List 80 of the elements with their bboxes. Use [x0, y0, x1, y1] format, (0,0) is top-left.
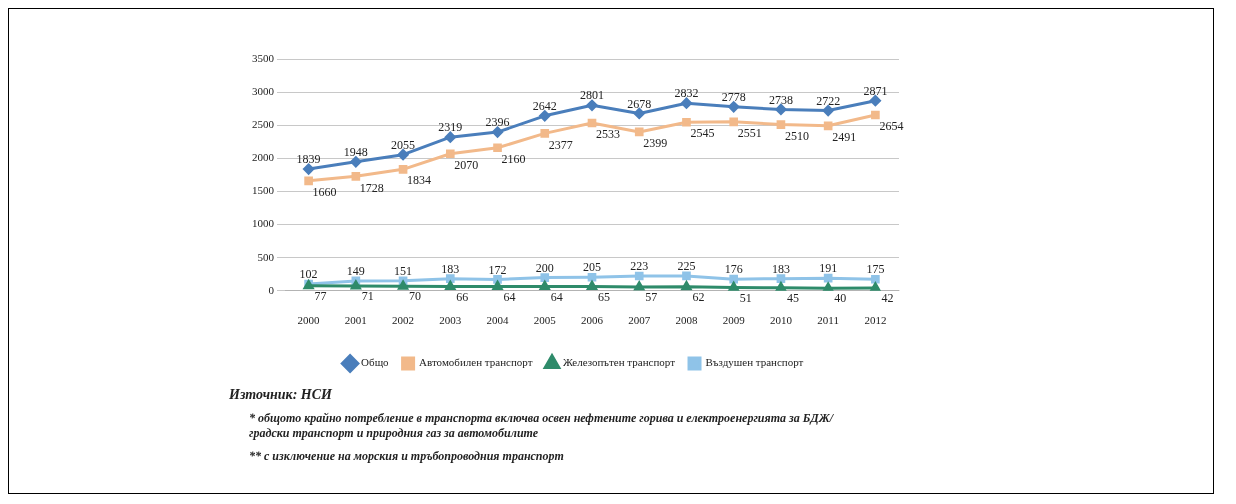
x-tick-label: 2004: [486, 314, 510, 327]
text: * общото крайно потребление в транспорта включва освен нефтените горива и електроенергията за БДЖ/градски транспорт и природния газ за автомобилите: [249, 411, 835, 441]
y-tick-label: 3000: [252, 85, 275, 97]
data-label: 2545: [690, 126, 715, 141]
data-label: 65: [598, 289, 610, 304]
data-label: 1948: [343, 144, 368, 159]
data-label: 2654: [879, 119, 904, 134]
data-label: 2642: [532, 98, 557, 113]
data-label: 2722: [816, 93, 841, 108]
legend-label: Железопътен транспорт: [563, 356, 676, 369]
data-label: 2871: [863, 83, 888, 98]
y-tick-label: 2500: [252, 118, 275, 131]
data-label: 62: [692, 289, 705, 304]
data-label: 2491: [832, 129, 857, 144]
data-label: 2738: [768, 92, 793, 107]
text: Източник: НСИ: [229, 387, 333, 403]
data-label: 2160: [501, 151, 526, 166]
legend-label: Въздушен транспорт: [705, 356, 804, 369]
data-label: 2551: [737, 126, 762, 141]
y-tick-label: 0: [268, 283, 275, 296]
y-tick-label: 1500: [252, 184, 275, 197]
data-label: 1660: [312, 185, 337, 200]
x-tick-label: 2006: [581, 314, 604, 327]
x-tick-label: 2001: [344, 314, 367, 327]
data-label: 102: [299, 267, 318, 282]
x-tick-label: 2003: [439, 314, 462, 327]
data-label: 42: [881, 291, 894, 306]
x-tick-label: 2007: [628, 314, 651, 327]
y-tick-label: 500: [257, 250, 275, 263]
data-label: 77: [314, 288, 327, 303]
data-label: 151: [394, 263, 413, 278]
data-label: 1834: [407, 173, 432, 188]
data-label: 149: [346, 264, 365, 279]
x-tick-label: 2010: [769, 314, 793, 327]
data-label: 40: [834, 291, 847, 306]
data-label: 176: [724, 262, 743, 277]
data-label: 45: [786, 290, 799, 305]
data-label: 2510: [784, 128, 809, 143]
legend-label: Автомобилен транспорт: [419, 356, 533, 369]
data-label: 175: [866, 262, 885, 277]
data-label: 1728: [359, 180, 384, 195]
y-tick-label: 1000: [252, 217, 275, 230]
data-label: 2832: [674, 86, 699, 101]
x-tick-label: 2008: [675, 314, 698, 327]
data-label: 2399: [643, 136, 668, 151]
data-label: 2533: [596, 127, 620, 142]
y-tick-label: 3500: [252, 51, 275, 64]
data-label: 200: [535, 260, 554, 275]
data-label: 172: [488, 262, 507, 277]
data-label: 2055: [391, 137, 416, 152]
data-label: 2778: [721, 89, 746, 104]
data-label: 71: [361, 289, 374, 304]
data-label: 64: [550, 289, 563, 304]
data-label: 191: [819, 261, 838, 276]
legend-label: Общо: [361, 356, 390, 369]
data-label: 183: [441, 261, 460, 276]
data-label: 1839: [296, 152, 321, 167]
data-label: 205: [583, 260, 601, 275]
x-tick-label: 2002: [392, 314, 415, 327]
data-label: 2377: [548, 137, 573, 152]
x-tick-label: 2011: [817, 314, 839, 327]
text: ** с изключение на морския и тръбопроводния транспорт: [249, 449, 565, 464]
data-label: 183: [771, 261, 790, 276]
x-tick-label: 2000: [297, 314, 321, 327]
x-tick-label: 2012: [864, 314, 887, 327]
data-label: 2070: [454, 157, 479, 172]
data-label: 2396: [485, 115, 510, 130]
data-label: 2801: [580, 88, 604, 103]
x-tick-label: 2009: [722, 314, 746, 327]
data-label: 2319: [438, 120, 463, 135]
data-label: 64: [503, 289, 516, 304]
data-label: 70: [409, 289, 422, 304]
data-label: 2678: [627, 96, 652, 111]
data-label: 225: [677, 259, 696, 274]
x-tick-label: 2005: [533, 314, 557, 327]
data-label: 66: [456, 289, 469, 304]
y-tick-label: 2000: [252, 151, 275, 164]
data-label: 57: [645, 290, 658, 305]
data-label: 51: [739, 290, 752, 305]
data-label: 223: [630, 259, 649, 274]
